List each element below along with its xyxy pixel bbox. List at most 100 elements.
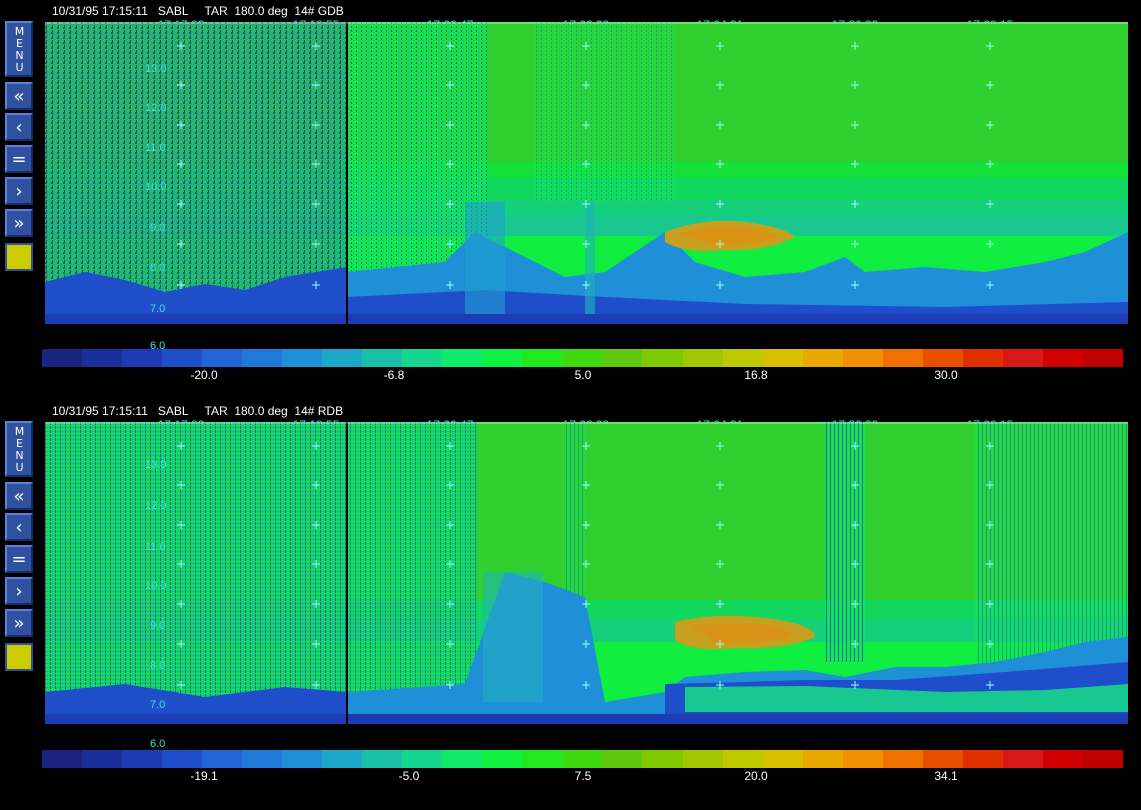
- menu-label: MENU: [13, 425, 26, 473]
- grid-marker: [446, 121, 454, 129]
- grid-marker: [312, 240, 320, 248]
- time-height-plot[interactable]: [45, 22, 1128, 324]
- grid-marker: [446, 481, 454, 489]
- time-height-plot[interactable]: [45, 422, 1128, 724]
- grid-marker: [582, 281, 590, 289]
- colorbar-swatch: [1042, 349, 1083, 367]
- grid-marker: [446, 600, 454, 608]
- colorbar-swatch: [882, 750, 923, 768]
- step-forward-button[interactable]: ›: [5, 577, 33, 605]
- pause-button[interactable]: =: [5, 145, 33, 173]
- grid-marker: [446, 42, 454, 50]
- grid-marker: [312, 600, 320, 608]
- colorbar-swatch: [122, 349, 163, 367]
- y-label: 10.0: [145, 181, 167, 193]
- grid-marker: [582, 481, 590, 489]
- colorbar-swatch: [762, 750, 803, 768]
- colorbar-swatch: [522, 750, 563, 768]
- grid-marker: [446, 681, 454, 689]
- grid-marker: [851, 281, 859, 289]
- colorbar-swatch: [682, 349, 723, 367]
- colorbar-label: 30.0: [934, 368, 958, 382]
- colorbar-swatch: [202, 750, 243, 768]
- grid-marker: [986, 640, 994, 648]
- colorbar-label: -5.0: [398, 769, 420, 783]
- grid-marker: [446, 521, 454, 529]
- grid-marker: [986, 681, 994, 689]
- y-label: 7.0: [150, 303, 166, 315]
- grid-marker: [716, 442, 724, 450]
- fast-back-button[interactable]: «: [5, 82, 33, 110]
- grid-marker: [177, 81, 185, 89]
- step-forward-button[interactable]: ›: [5, 177, 33, 205]
- colorbar-label: 34.1: [934, 769, 958, 783]
- colorbar-swatch: [442, 349, 483, 367]
- grid-marker: [716, 560, 724, 568]
- grid-marker: [582, 640, 590, 648]
- colorbar-swatch: [242, 349, 283, 367]
- grid-marker: [851, 160, 859, 168]
- grid-marker: [312, 281, 320, 289]
- colorbar-swatch: [562, 349, 603, 367]
- grid-marker: [986, 160, 994, 168]
- colorbar-swatch: [242, 750, 283, 768]
- grid-marker: [446, 200, 454, 208]
- grid-marker: [582, 681, 590, 689]
- grid-marker: [312, 442, 320, 450]
- y-label: 8.0: [150, 262, 166, 274]
- grid-marker: [177, 281, 185, 289]
- grid-marker: [582, 81, 590, 89]
- grid-marker: [851, 521, 859, 529]
- colorbar-swatch: [562, 750, 603, 768]
- grid-marker: [851, 600, 859, 608]
- grid-marker: [582, 160, 590, 168]
- colorbar-swatch: [42, 750, 83, 768]
- grid-marker: [177, 481, 185, 489]
- menu-button[interactable]: MENU: [5, 421, 33, 477]
- colorbar-swatch: [642, 750, 683, 768]
- color-select-button[interactable]: [5, 243, 33, 271]
- grid-marker: [312, 481, 320, 489]
- colorbar-swatch: [922, 349, 963, 367]
- grid-marker: [446, 281, 454, 289]
- fast-forward-button[interactable]: »: [5, 609, 33, 637]
- grid-marker: [312, 160, 320, 168]
- colorbar-swatch: [202, 349, 243, 367]
- colorbar-swatch: [122, 750, 163, 768]
- colorbar-swatch: [522, 349, 563, 367]
- color-select-button[interactable]: [5, 643, 33, 671]
- fast-forward-button[interactable]: »: [5, 209, 33, 237]
- step-back-button[interactable]: ‹: [5, 513, 33, 541]
- y-label: 8.0: [150, 660, 166, 672]
- grid-marker: [582, 42, 590, 50]
- grid-marker: [716, 600, 724, 608]
- grid-marker: [446, 640, 454, 648]
- grid-marker: [716, 481, 724, 489]
- colorbar-label: 16.8: [744, 368, 768, 382]
- colorbar-swatch: [402, 349, 443, 367]
- grid-marker: [312, 81, 320, 89]
- panel-header: 10/31/95 17:15:11 SABL TAR 180.0 deg 14#…: [52, 4, 344, 18]
- grid-marker: [177, 200, 185, 208]
- step-back-button[interactable]: ‹: [5, 113, 33, 141]
- grid-marker: [716, 521, 724, 529]
- y-label: 6.0: [150, 738, 166, 750]
- grid-marker: [986, 200, 994, 208]
- grid-marker: [851, 640, 859, 648]
- grid-marker: [312, 521, 320, 529]
- fast-back-button[interactable]: «: [5, 482, 33, 510]
- colorbar-swatch: [162, 750, 203, 768]
- colorbar-swatch: [1002, 349, 1043, 367]
- pause-button[interactable]: =: [5, 545, 33, 573]
- grid-marker: [986, 442, 994, 450]
- grid-marker: [851, 681, 859, 689]
- grid-marker: [716, 160, 724, 168]
- rdb-panel: 10/31/95 17:15:11 SABL TAR 180.0 deg 14#…: [0, 400, 1141, 785]
- colorbar-swatch: [722, 349, 763, 367]
- grid-marker: [446, 560, 454, 568]
- colorbar-label: -20.0: [190, 368, 218, 382]
- grid-marker: [986, 600, 994, 608]
- grid-marker: [851, 442, 859, 450]
- menu-button[interactable]: MENU: [5, 21, 33, 77]
